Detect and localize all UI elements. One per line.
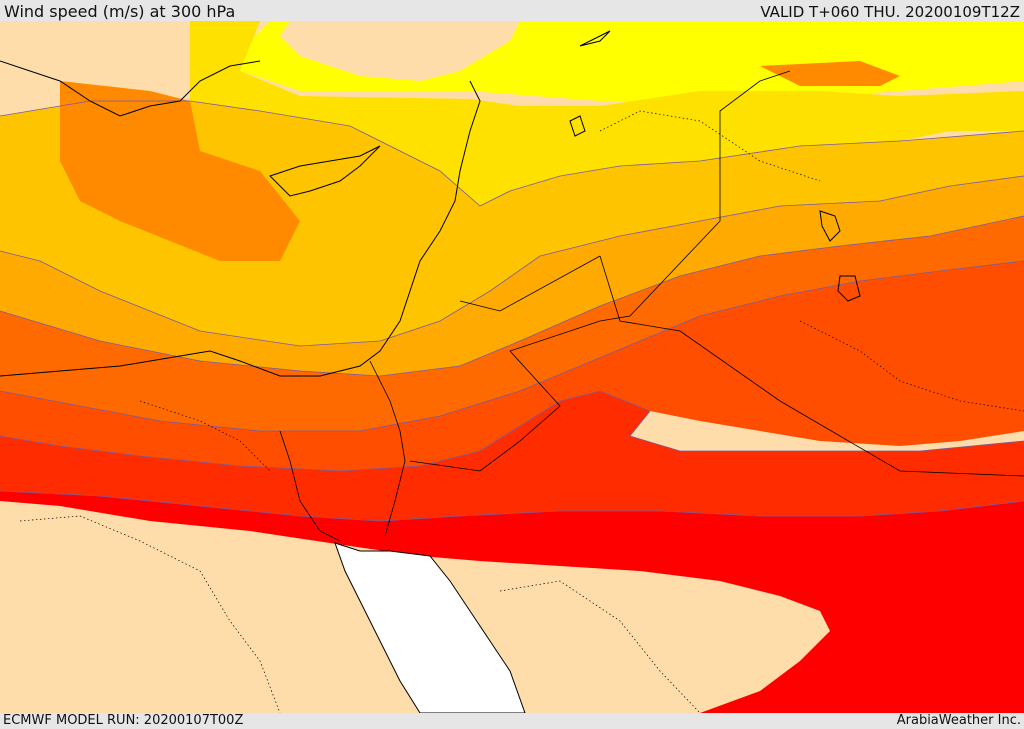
contour-lines [0,100,1024,522]
band-8 [0,391,1024,521]
admin-borders [19,110,1024,713]
band-5 [60,81,300,261]
footer-bar: ECMWF MODEL RUN: 20200107T00Z ArabiaWeat… [0,713,1024,729]
coastlines [0,30,861,377]
valid-time: VALID T+060 THU. 20200109T12Z [760,3,1020,21]
band-below-threshold-north [280,21,520,81]
header-bar: Wind speed (m/s) at 300 hPa VALID T+060 … [0,0,1024,21]
band-5-east [760,61,900,86]
band-7 [0,261,1024,471]
map-canvas [0,21,1024,713]
band-2 [190,21,1024,206]
red-sea [334,542,526,713]
wind-speed-map [0,21,1024,713]
country-borders [279,70,1024,542]
credit-label: ArabiaWeather Inc. [896,713,1021,728]
map-title: Wind speed (m/s) at 300 hPa [4,2,236,21]
band-6 [0,216,1024,431]
band-3 [0,101,1024,346]
band-9 [0,491,1024,713]
model-run-label: ECMWF MODEL RUN: 20200107T00Z [3,713,244,728]
